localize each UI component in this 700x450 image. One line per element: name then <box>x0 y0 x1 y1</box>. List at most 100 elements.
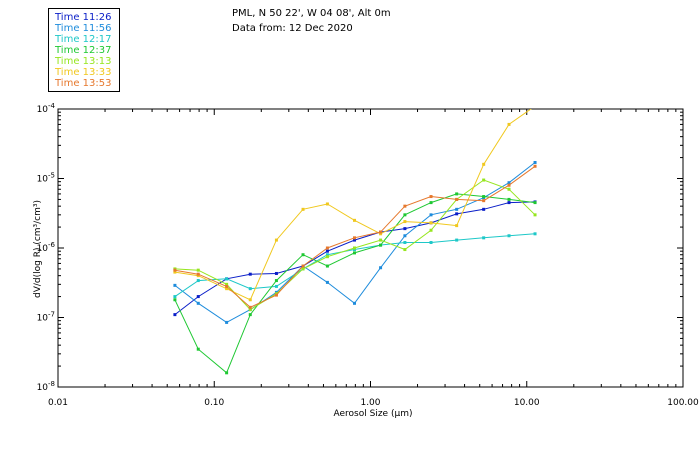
data-point <box>403 220 407 224</box>
data-point <box>507 201 511 205</box>
data-point <box>353 236 357 240</box>
x-tick-label: 1.00 <box>360 398 380 408</box>
y-tick-label: 10-6 <box>37 241 56 254</box>
x-tick-labels: 0.01 0.10 1.00 10.00 100.00 <box>48 398 699 408</box>
data-point <box>325 202 329 206</box>
data-point <box>274 293 278 297</box>
data-point <box>353 246 357 250</box>
data-point <box>225 282 229 286</box>
data-point <box>455 238 459 242</box>
data-point <box>482 199 486 203</box>
legend-item: Time 12:37 <box>55 45 112 56</box>
data-point <box>482 162 486 166</box>
data-point <box>379 238 383 242</box>
chart-header: PML, N 50 22', W 04 08', Alt 0m Data fro… <box>232 6 391 36</box>
data-point <box>429 213 433 217</box>
data-point <box>533 160 537 164</box>
data-point <box>196 272 200 276</box>
station-info: PML, N 50 22', W 04 08', Alt 0m <box>232 8 391 19</box>
data-point <box>403 248 407 252</box>
data-point <box>379 230 383 234</box>
data-point <box>353 218 357 222</box>
data-point <box>225 287 229 291</box>
data-point <box>429 195 433 199</box>
data-point <box>248 305 252 309</box>
data-point <box>196 347 200 351</box>
data-point <box>353 301 357 305</box>
plot-area <box>173 105 537 375</box>
data-point <box>196 301 200 305</box>
data-point <box>274 279 278 283</box>
data-point <box>196 279 200 283</box>
data-point <box>429 221 433 225</box>
data-point <box>173 295 177 299</box>
y-tick-label: 10-8 <box>37 380 55 393</box>
data-point <box>403 234 407 238</box>
data-point <box>196 295 200 299</box>
data-point <box>482 178 486 182</box>
data-point <box>534 105 537 108</box>
data-point <box>507 122 511 126</box>
data-point <box>301 207 305 211</box>
data-point <box>429 228 433 232</box>
x-tick-label: 0.01 <box>48 398 68 408</box>
data-point <box>455 224 459 228</box>
data-point <box>403 227 407 231</box>
data-point <box>482 207 486 211</box>
data-point <box>379 266 383 270</box>
data-point <box>325 246 329 250</box>
x-axis-label: Aerosol Size (μm) <box>334 409 413 419</box>
data-point <box>248 272 252 276</box>
series-1 <box>173 200 537 317</box>
data-point <box>248 308 252 312</box>
legend-item: Time 13:53 <box>55 78 112 89</box>
data-point <box>403 204 407 208</box>
data-point <box>507 197 511 201</box>
data-point <box>173 283 177 287</box>
series-line <box>174 201 536 315</box>
data-point <box>507 234 511 238</box>
data-point <box>379 243 383 247</box>
data-point <box>507 181 511 185</box>
data-point <box>482 195 486 199</box>
data-point <box>455 207 459 211</box>
data-point <box>196 268 200 272</box>
data-point <box>248 298 252 302</box>
legend-item: Time 12:17 <box>55 34 112 45</box>
data-point <box>507 183 511 187</box>
legend-item: Time 11:56 <box>55 23 112 34</box>
data-point <box>325 253 329 257</box>
x-tick-label: 0.10 <box>204 398 224 408</box>
data-point <box>301 264 305 268</box>
data-point <box>274 238 278 242</box>
data-point <box>173 270 177 274</box>
data-point <box>248 287 252 291</box>
series-line <box>174 162 536 323</box>
data-point <box>173 313 177 317</box>
data-point <box>248 313 252 317</box>
data-point <box>455 197 459 201</box>
data-point <box>325 264 329 268</box>
series-2 <box>173 160 537 324</box>
x-tick-label: 10.00 <box>514 398 540 408</box>
data-point <box>533 213 537 217</box>
series-7 <box>173 164 537 309</box>
data-point <box>274 271 278 275</box>
series-line <box>174 109 532 301</box>
y-tick-label: 10-5 <box>37 172 55 185</box>
series-4 <box>173 192 537 375</box>
axes <box>57 108 684 388</box>
data-point <box>455 192 459 196</box>
data-point <box>533 201 537 205</box>
data-point <box>173 298 177 302</box>
data-point <box>353 251 357 255</box>
data-point <box>429 240 433 244</box>
data-point <box>301 267 305 271</box>
data-point <box>533 164 537 168</box>
data-point <box>325 249 329 253</box>
data-point <box>403 240 407 244</box>
y-tick-labels: 10-8 10-7 10-6 10-5 10-4 <box>37 102 56 393</box>
data-point <box>353 238 357 242</box>
data-point <box>403 213 407 217</box>
legend-item: Time 13:13 <box>55 56 112 67</box>
